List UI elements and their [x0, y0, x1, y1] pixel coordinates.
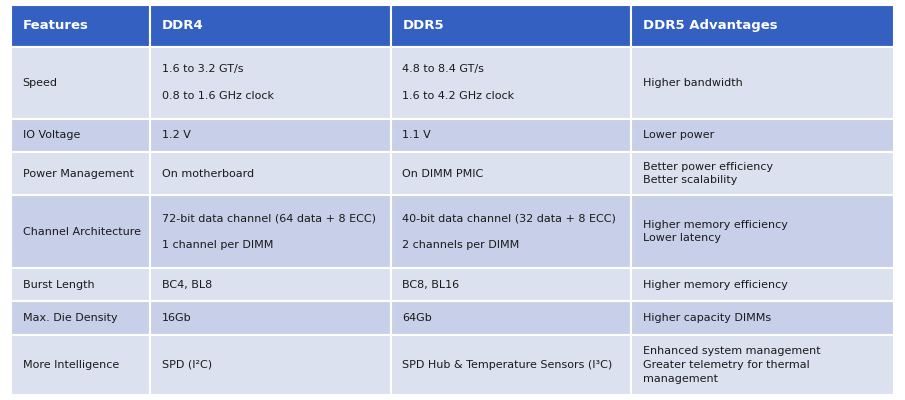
- Bar: [11, 301, 150, 335]
- Bar: [11, 195, 150, 268]
- Bar: [391, 335, 631, 395]
- Text: Power Management: Power Management: [23, 168, 134, 178]
- Text: Better power efficiency
Better scalability: Better power efficiency Better scalabili…: [643, 162, 773, 185]
- Text: Lower power: Lower power: [643, 130, 714, 140]
- Bar: [631, 335, 894, 395]
- Text: Higher memory efficiency: Higher memory efficiency: [643, 280, 787, 290]
- Bar: [150, 268, 391, 301]
- Text: 16Gb: 16Gb: [162, 313, 192, 323]
- Text: 1.2 V: 1.2 V: [162, 130, 191, 140]
- Bar: [11, 5, 150, 47]
- Text: Burst Length: Burst Length: [23, 280, 94, 290]
- Text: Speed: Speed: [23, 78, 58, 88]
- Text: DDR4: DDR4: [162, 19, 204, 32]
- Text: On motherboard: On motherboard: [162, 168, 254, 178]
- Text: 1.6 to 3.2 GT/s

0.8 to 1.6 GHz clock: 1.6 to 3.2 GT/s 0.8 to 1.6 GHz clock: [162, 64, 274, 101]
- Text: 64Gb: 64Gb: [403, 313, 433, 323]
- Bar: [631, 152, 894, 195]
- Bar: [11, 119, 150, 152]
- Text: Higher bandwidth: Higher bandwidth: [643, 78, 742, 88]
- Bar: [391, 195, 631, 268]
- Text: BC4, BL8: BC4, BL8: [162, 280, 213, 290]
- Bar: [150, 195, 391, 268]
- Text: SPD Hub & Temperature Sensors (I³C): SPD Hub & Temperature Sensors (I³C): [403, 360, 613, 370]
- Text: DDR5: DDR5: [403, 19, 444, 32]
- Bar: [11, 47, 150, 119]
- Bar: [391, 5, 631, 47]
- Text: IO Voltage: IO Voltage: [23, 130, 80, 140]
- Bar: [631, 47, 894, 119]
- Text: On DIMM PMIC: On DIMM PMIC: [403, 168, 483, 178]
- Bar: [631, 5, 894, 47]
- Text: Higher memory efficiency
Lower latency: Higher memory efficiency Lower latency: [643, 220, 787, 244]
- Bar: [391, 152, 631, 195]
- Bar: [150, 152, 391, 195]
- Text: 1.1 V: 1.1 V: [403, 130, 431, 140]
- Bar: [150, 119, 391, 152]
- Bar: [11, 335, 150, 395]
- Bar: [631, 301, 894, 335]
- Text: SPD (I²C): SPD (I²C): [162, 360, 213, 370]
- Text: Max. Die Density: Max. Die Density: [23, 313, 118, 323]
- Bar: [150, 301, 391, 335]
- Bar: [11, 152, 150, 195]
- Text: BC8, BL16: BC8, BL16: [403, 280, 460, 290]
- Text: 40-bit data channel (32 data + 8 ECC)

2 channels per DIMM: 40-bit data channel (32 data + 8 ECC) 2 …: [403, 213, 616, 250]
- Text: 72-bit data channel (64 data + 8 ECC)

1 channel per DIMM: 72-bit data channel (64 data + 8 ECC) 1 …: [162, 213, 376, 250]
- Bar: [391, 47, 631, 119]
- Text: Higher capacity DIMMs: Higher capacity DIMMs: [643, 313, 771, 323]
- Bar: [631, 195, 894, 268]
- Text: Enhanced system management
Greater telemetry for thermal
management: Enhanced system management Greater telem…: [643, 346, 820, 384]
- Bar: [391, 119, 631, 152]
- Text: 4.8 to 8.4 GT/s

1.6 to 4.2 GHz clock: 4.8 to 8.4 GT/s 1.6 to 4.2 GHz clock: [403, 64, 515, 101]
- Bar: [150, 47, 391, 119]
- Bar: [631, 119, 894, 152]
- Text: Features: Features: [23, 19, 89, 32]
- Text: More Intelligence: More Intelligence: [23, 360, 119, 370]
- Bar: [391, 268, 631, 301]
- Text: Channel Architecture: Channel Architecture: [23, 227, 140, 237]
- Bar: [631, 268, 894, 301]
- Bar: [150, 335, 391, 395]
- Bar: [11, 268, 150, 301]
- Bar: [150, 5, 391, 47]
- Bar: [391, 301, 631, 335]
- Text: DDR5 Advantages: DDR5 Advantages: [643, 19, 777, 32]
